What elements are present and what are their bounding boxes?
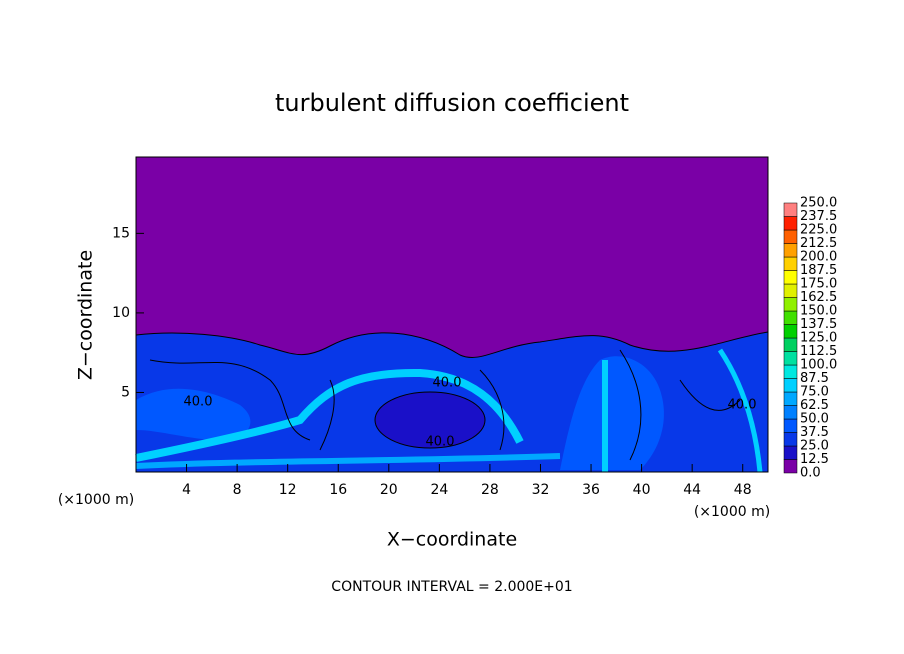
colorbar-band [783,364,798,379]
colorbar-label: 25.0 [800,439,829,454]
y-tick-label: 5 [121,384,130,400]
colorbar-label: 150.0 [800,304,837,319]
colorbar-label: 137.5 [800,317,837,332]
contour-line [149,349,741,461]
colorbar-band [783,216,798,231]
contour-label: 40.0 [426,435,455,450]
x-tick-label: 44 [683,482,701,498]
colorbar-band [783,337,798,352]
colorbar-label: 212.5 [800,236,837,251]
field-region [374,391,486,449]
colorbar-label: 62.5 [800,398,829,413]
colorbar-label: 175.0 [800,277,837,292]
contour-label: 40.0 [728,398,757,413]
colorbar-label: 50.0 [800,412,829,427]
colorbar-band [783,270,798,285]
y-tick-label: 15 [112,225,130,241]
colorbar-band [783,418,798,433]
colorbar-label: 112.5 [800,344,837,359]
colorbar-label: 237.5 [800,209,837,224]
plot-frame [135,156,769,473]
x-tick-label: 40 [633,482,651,498]
colorbar-label: 0.0 [800,466,821,481]
x-tick-label: 48 [734,482,752,498]
x-tick-label: 8 [233,482,242,498]
contour-label: 40.0 [433,376,462,391]
colorbar-band [783,243,798,258]
colorbar-band [783,459,798,474]
colorbar-label: 87.5 [800,371,829,386]
field-band [135,368,524,462]
colorbar-label: 187.5 [800,263,837,278]
colorbar-band [783,351,798,366]
field-band [717,348,763,473]
colorbar-label: 125.0 [800,331,837,346]
colorbar-band [783,202,798,217]
colorbar-label: 12.5 [800,452,829,467]
y-tick-label: 10 [112,305,130,321]
field-band [135,453,561,469]
x-axis-label: X−coordinate [387,529,517,551]
colorbar-band [783,391,798,406]
colorbar-band [783,432,798,447]
colorbar-label: 37.5 [800,425,829,440]
chart-title: turbulent diffusion coefficient [275,89,629,117]
colorbar-band [783,283,798,298]
x-tick-label: 32 [532,482,550,498]
x-unit-label: (×1000 m) [694,504,770,520]
colorbar-band [783,229,798,244]
colorbar-label: 250.0 [800,196,837,211]
x-tick-label: 16 [329,482,347,498]
y-axis-label: Z−coordinate [75,250,97,380]
colorbar-band [783,378,798,393]
contour-note: CONTOUR INTERVAL = 2.000E+01 [331,579,572,595]
colorbar-band [783,297,798,312]
colorbar-band [783,256,798,271]
colorbar-label: 200.0 [800,250,837,265]
x-tick-label: 24 [430,482,448,498]
colorbar-band [783,445,798,460]
colorbar-band [783,324,798,339]
field-region [560,356,664,470]
contour-label: 40.0 [184,395,213,410]
x-tick-label: 36 [582,482,600,498]
colorbar-label: 100.0 [800,358,837,373]
x-tick-label: 12 [279,482,297,498]
x-unit-label: (×1000 m) [58,492,134,508]
colorbar-label: 225.0 [800,223,837,238]
colorbar-label: 162.5 [800,290,837,305]
colorbar-label: 75.0 [800,385,829,400]
x-tick-label: 4 [182,482,191,498]
colorbar-band [783,310,798,325]
colorbar-band [783,405,798,420]
x-tick-label: 20 [380,482,398,498]
field-region [136,388,251,440]
x-tick-label: 28 [481,482,499,498]
